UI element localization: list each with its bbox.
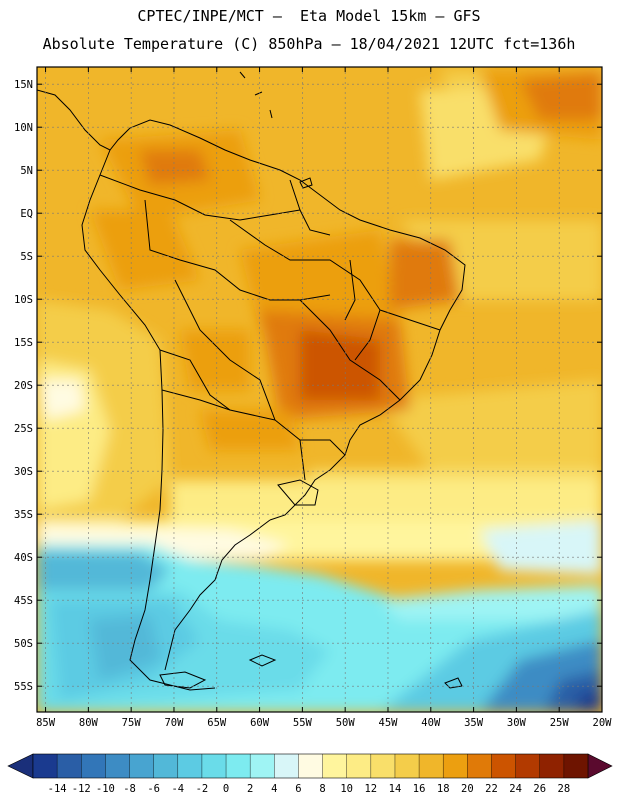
lon-label: 35W [464, 717, 484, 729]
lat-label: 30S [14, 466, 33, 478]
lat-label: 35S [14, 509, 33, 521]
colorbar-label: 2 [247, 783, 253, 795]
colorbar-swatch [563, 754, 589, 778]
temperature-field [37, 67, 602, 712]
colorbar-swatch [346, 754, 372, 778]
colorbar-swatch [467, 754, 492, 778]
lat-label: 15S [14, 337, 33, 349]
colorbar-labels: -14 -12 -10 -8 -6 -4 -2 0 2 4 6 8 10 12 14 16 18 20 22 24 26… [48, 783, 571, 795]
title-line-1: CPTEC/INPE/MCT – Eta Model 15km – GFS [137, 7, 481, 25]
colorbar-label: -8 [123, 783, 136, 795]
colorbar-swatch [419, 754, 444, 778]
colorbar-swatch [33, 754, 58, 778]
lon-label: 20W [593, 717, 613, 729]
colorbar-swatch [274, 754, 299, 778]
colorbar-swatch [105, 754, 130, 778]
colorbar-label: 14 [389, 783, 402, 795]
lon-label: 55W [293, 717, 313, 729]
coastlines [37, 71, 466, 691]
colorbar-swatch [129, 754, 154, 778]
colorbar-swatch [81, 754, 106, 778]
lat-lon-grid [37, 67, 603, 712]
lat-label: 10N [14, 122, 33, 134]
colorbar-label: 18 [437, 783, 450, 795]
colorbar-swatch [394, 754, 420, 778]
colorbar-swatch [443, 754, 468, 778]
lat-label: 50S [14, 638, 33, 650]
colorbar-swatch [250, 754, 275, 778]
colorbar-label: 8 [319, 783, 325, 795]
lat-labels: 15N 10N 5N EQ 5S 10S 15S 20S 25S 30S 35S 40S 45S 50S 5… [14, 79, 33, 693]
lat-label: 20S [14, 380, 33, 392]
colorbar-arrow-right [587, 753, 613, 779]
colorbar-swatch [298, 754, 323, 778]
colorbar-label: 26 [533, 783, 546, 795]
colorbar-border [32, 753, 589, 779]
colorbar-label: -14 [48, 783, 67, 795]
colorbar-arrow-left [7, 753, 34, 779]
lat-label: 55S [14, 681, 33, 693]
colorbar-label: 10 [340, 783, 353, 795]
title-line-2: Absolute Temperature (C) 850hPa – 18/04/… [42, 35, 576, 53]
lat-label: 45S [14, 595, 33, 607]
lon-labels: 85W 80W 75W 70W 65W 60W 55W 50W 45W 40W 35W 30W 25W 2… [36, 717, 612, 729]
colorbar [7, 753, 613, 779]
colorbar-label: 16 [413, 783, 426, 795]
lon-label: 85W [36, 717, 56, 729]
colorbar-label: -2 [196, 783, 209, 795]
colorbar-label: 20 [461, 783, 474, 795]
lat-label: 40S [14, 552, 33, 564]
colorbar-swatch [539, 754, 565, 778]
colorbar-swatch [226, 754, 251, 778]
colorbar-label: 22 [485, 783, 498, 795]
lon-label: 45W [379, 717, 399, 729]
lon-label: 65W [207, 717, 227, 729]
colorbar-label: -12 [72, 783, 91, 795]
colorbar-swatch [370, 754, 396, 778]
lat-label: 25S [14, 423, 33, 435]
lat-label: EQ [20, 208, 33, 220]
lat-label: 15N [14, 79, 33, 91]
axis-ticks [37, 67, 603, 712]
lon-label: 80W [79, 717, 99, 729]
colorbar-swatch [57, 754, 82, 778]
lat-label: 10S [14, 294, 33, 306]
colorbar-swatch [153, 754, 179, 778]
colorbar-label: 4 [271, 783, 277, 795]
lon-label: 70W [164, 717, 184, 729]
lon-label: 30W [507, 717, 527, 729]
colorbar-swatch [322, 754, 347, 778]
colorbar-label: 24 [509, 783, 522, 795]
colorbar-label: 0 [223, 783, 229, 795]
map-frame [36, 66, 603, 713]
colorbar-label: -6 [147, 783, 160, 795]
lat-label: 5N [20, 165, 33, 177]
colorbar-swatch [201, 754, 227, 778]
colorbar-label: 12 [364, 783, 377, 795]
colorbar-label: -4 [171, 783, 184, 795]
lon-label: 25W [550, 717, 570, 729]
colorbar-swatch [177, 754, 203, 778]
lon-label: 75W [122, 717, 142, 729]
lon-label: 60W [250, 717, 270, 729]
colorbar-label: 28 [558, 783, 571, 795]
colorbar-label: 6 [295, 783, 301, 795]
lat-label: 5S [20, 251, 33, 263]
colorbar-swatch [491, 754, 516, 778]
lon-label: 40W [421, 717, 441, 729]
lon-label: 50W [336, 717, 356, 729]
colorbar-label: -10 [96, 783, 115, 795]
colorbar-swatch [515, 754, 541, 778]
